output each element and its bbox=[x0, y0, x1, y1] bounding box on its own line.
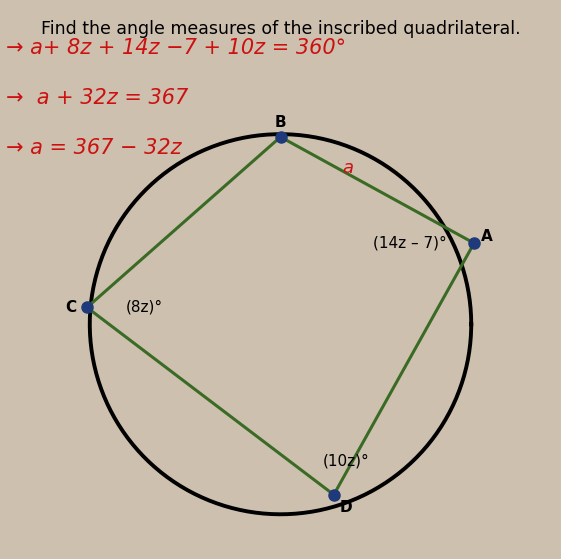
Text: (10z)°: (10z)° bbox=[323, 454, 369, 468]
Text: D: D bbox=[340, 500, 352, 514]
Text: a: a bbox=[342, 159, 353, 177]
Text: B: B bbox=[275, 116, 286, 130]
Text: C: C bbox=[66, 300, 77, 315]
Text: (8z)°: (8z)° bbox=[126, 300, 163, 315]
Text: A: A bbox=[481, 229, 492, 244]
Text: → a = 367 − 32z: → a = 367 − 32z bbox=[6, 138, 181, 158]
Text: → a+ 8z + 14z −7 + 10z = 360°: → a+ 8z + 14z −7 + 10z = 360° bbox=[6, 37, 346, 58]
Text: Find the angle measures of the inscribed quadrilateral.: Find the angle measures of the inscribed… bbox=[41, 20, 520, 37]
Text: →  a + 32z = 367: → a + 32z = 367 bbox=[6, 88, 188, 108]
Text: (14z – 7)°: (14z – 7)° bbox=[373, 236, 447, 250]
